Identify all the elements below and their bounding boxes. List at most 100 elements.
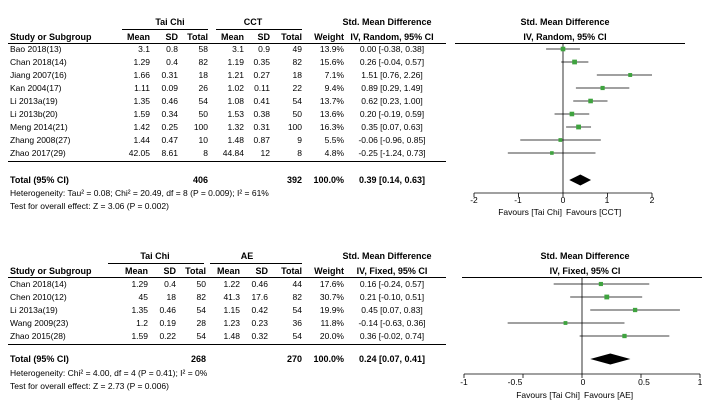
study-name: Zhang 2008(27) [10,135,71,145]
overall-effect-text: Test for overall effect: Z = 3.06 (P = 0… [10,201,169,211]
ci-cell: 0.00 [-0.38, 0.38] [359,44,425,54]
sd2-cell: 12 [260,148,270,158]
heterogeneity-text: Heterogeneity: Tau² = 0.08; Chi² = 20.49… [10,188,269,198]
sd2-cell: 17.6 [251,292,268,302]
mean2-cell: 1.08 [227,96,244,106]
effect-point [572,59,577,65]
sd2-cell: 0.46 [251,279,268,289]
study-column-header: Study or Subgroup [10,266,92,276]
sd2-cell: 0.42 [251,305,268,315]
total2-column-header: Total [281,266,302,276]
total1-cell: 10 [198,135,208,145]
weight-column-header: Weight [314,266,344,276]
sd1-cell: 0.46 [161,96,178,106]
total1-cell: 28 [196,318,206,328]
sd1-cell: 0.22 [159,331,176,341]
total1-cell: 8 [203,148,208,158]
mean1-cell: 1.44 [133,135,150,145]
weight-cell: 16.3% [319,122,344,132]
effect-header: Std. Mean Difference [342,17,432,27]
total1-cell: 58 [198,44,208,54]
mean2-cell: 1.21 [227,70,244,80]
group1-header: Tai Chi [155,17,185,27]
total1-cell: 26 [198,83,208,93]
study-name: Bao 2018(13) [10,44,62,54]
mean1-cell: 1.35 [133,96,150,106]
total1-sum: 406 [192,175,208,185]
study-name: Chan 2018(14) [10,279,67,289]
ci-cell: 1.51 [0.76, 2.26] [361,70,423,80]
mean2-cell: 1.19 [227,57,244,67]
sd1-cell: 0.31 [161,70,178,80]
sd1-cell: 0.4 [164,279,176,289]
study-column-header: Study or Subgroup [10,32,92,42]
mean2-cell: 1.02 [227,83,244,93]
mean2-column-header: Mean [220,32,244,42]
total2-cell: 54 [292,331,302,341]
effect-point [569,111,575,117]
plot-header: Std. Mean Difference [520,17,610,27]
mean2-cell: 3.1 [232,44,244,54]
mean2-cell: 1.32 [227,122,244,132]
mean1-cell: 3.1 [138,44,150,54]
effect-point [632,307,638,313]
x-tick-label: 2 [649,195,655,205]
ci-cell: -0.25 [-1.24, 0.73] [358,148,426,158]
total2-sum: 270 [286,354,302,364]
mean2-cell: 1.15 [223,305,240,315]
sd1-cell: 0.09 [161,83,178,93]
ci-cell: -0.06 [-0.96, 0.85] [358,135,426,145]
method-column-header: IV, Random, 95% CI [350,32,434,42]
ci-cell: 0.16 [-0.24, 0.57] [359,279,425,289]
mean2-cell: 1.23 [223,318,240,328]
mean2-cell: 44.84 [222,148,244,158]
effect-point [550,151,554,155]
total1-cell: 54 [196,305,206,315]
heterogeneity-text: Heterogeneity: Chi² = 4.00, df = 4 (P = … [10,368,208,378]
total2-cell: 54 [292,96,302,106]
total1-cell: 82 [198,57,208,67]
total2-cell: 9 [297,135,302,145]
ci-cell: 0.62 [0.23, 1.00] [361,96,423,106]
sd1-cell: 0.46 [159,305,176,315]
effect-point [563,321,568,325]
study-name: Li 2013a(19) [10,96,58,106]
total1-column-header: Total [187,32,208,42]
sd1-cell: 0.4 [166,57,178,67]
sd1-column-header: SD [165,32,178,42]
mean1-cell: 1.66 [133,70,150,80]
total1-sum: 268 [190,354,206,364]
total1-cell: 50 [196,279,206,289]
ci-cell: 0.26 [-0.04, 0.57] [359,57,425,67]
total2-cell: 44 [292,279,302,289]
group1-header: Tai Chi [140,251,170,261]
study-name: Li 2013b(20) [10,109,58,119]
total2-cell: 82 [292,57,302,67]
mean1-cell: 1.59 [131,331,148,341]
favours-left-label: Favours [Tai Chi] [498,207,562,217]
sd2-column-header: SD [257,32,270,42]
favours-right-label: Favours [AE] [584,390,634,400]
total2-cell: 18 [292,70,302,80]
effect-point [560,46,566,52]
study-name: Kan 2004(17) [10,83,62,93]
total2-cell: 82 [292,292,302,302]
total1-cell: 54 [198,96,208,106]
sd2-cell: 0.87 [253,135,270,145]
effect-point [576,124,581,130]
weight-cell: 9.4% [324,83,344,93]
study-name: Meng 2014(21) [10,122,68,132]
total-label: Total (95% CI) [10,354,69,364]
study-name: Chan 2018(14) [10,57,67,67]
plot-method-header: IV, Fixed, 95% CI [549,266,621,276]
total1-cell: 82 [196,292,206,302]
summary-diamond [569,174,592,186]
total1-cell: 18 [198,70,208,80]
weight-cell: 11.8% [320,318,344,328]
total2-column-header: Total [281,32,302,42]
weight-cell: 15.6% [319,57,344,67]
x-tick-label: -0.5 [507,377,523,387]
total-weight: 100.0% [313,354,344,364]
favours-left-label: Favours [Tai Chi] [516,390,580,400]
sd2-cell: 0.31 [253,122,270,132]
